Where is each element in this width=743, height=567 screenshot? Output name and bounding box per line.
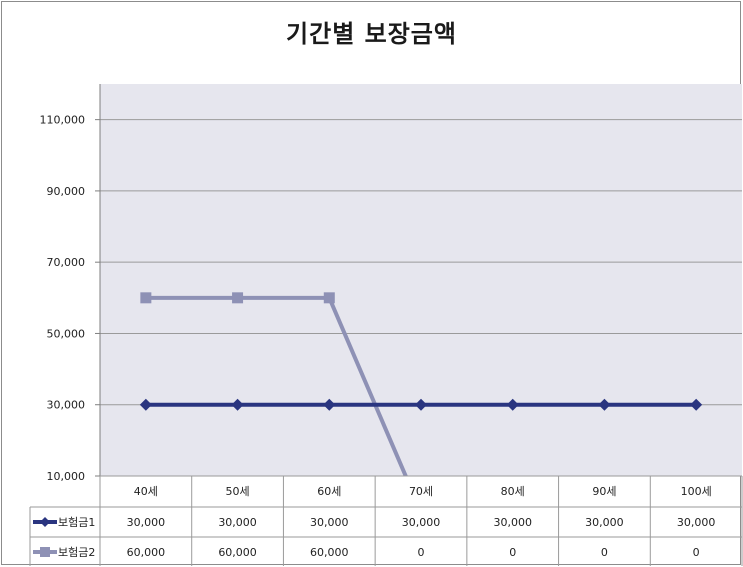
table-cell: 0 — [693, 546, 700, 559]
table-cell: 30,000 — [127, 516, 166, 529]
table-cell: 60,000 — [310, 546, 349, 559]
y-tick-label: 110,000 — [40, 114, 86, 127]
table-cell: 60,000 — [218, 546, 257, 559]
series-1-point — [415, 398, 427, 411]
table-cell: 60,000 — [127, 546, 166, 559]
x-tick-label: 40세 — [134, 485, 158, 498]
legend-marker-2 — [40, 547, 50, 557]
x-tick-label: 60세 — [317, 485, 341, 498]
table-cell: 0 — [418, 546, 425, 559]
table-cell: 30,000 — [493, 516, 532, 529]
x-tick-label: 70세 — [409, 485, 433, 498]
y-tick-label: 10,000 — [47, 470, 86, 483]
series-1-point — [598, 398, 611, 411]
table-cell: 30,000 — [218, 516, 257, 529]
series-1-point — [506, 398, 519, 411]
table-cell: 30,000 — [585, 516, 624, 529]
legend-label-2: 보험금2 — [58, 546, 95, 559]
series-1-point — [690, 398, 703, 411]
legend-marker-1 — [40, 517, 50, 527]
chart-title: 기간별 보장금액 — [286, 20, 457, 48]
table-cell: 30,000 — [402, 516, 441, 529]
plot-area — [100, 84, 742, 476]
x-tick-label: 90세 — [592, 485, 616, 498]
table-cell: 0 — [509, 546, 516, 559]
series-1-point — [139, 398, 152, 411]
table-cell: 30,000 — [677, 516, 716, 529]
series-2-point — [140, 292, 152, 304]
y-tick-label: 50,000 — [47, 327, 86, 340]
series-2-point — [232, 292, 244, 304]
x-tick-label: 100세 — [681, 485, 712, 498]
legend-label-1: 보험금1 — [58, 516, 95, 529]
y-tick-label: 70,000 — [47, 256, 86, 269]
table-cell: 0 — [601, 546, 608, 559]
table-cell: 30,000 — [310, 516, 349, 529]
x-tick-label: 50세 — [226, 485, 250, 498]
x-tick-label: 80세 — [501, 485, 525, 498]
y-tick-label: 90,000 — [47, 185, 86, 198]
series-2-point — [323, 292, 335, 304]
y-tick-label: 30,000 — [47, 399, 86, 412]
series-1-point — [231, 398, 244, 411]
series-1-point — [323, 398, 336, 411]
